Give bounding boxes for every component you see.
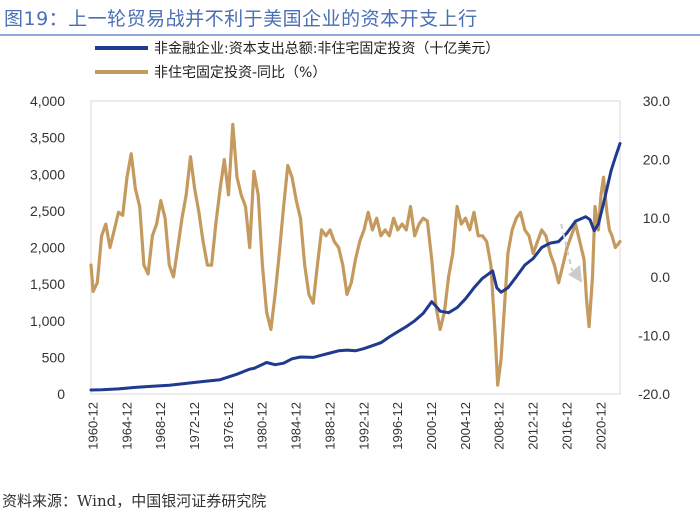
title-underline	[0, 34, 700, 36]
right-y-tick-label: -20.0	[638, 386, 670, 402]
x-tick-label: 1988-12	[322, 402, 337, 450]
left-y-tick-label: 500	[42, 349, 66, 365]
right-y-tick-label: -10.0	[638, 327, 670, 343]
x-tick-label: 1984-12	[289, 402, 304, 450]
right-y-tick-label: 20.0	[643, 152, 670, 168]
left-y-tick-label: 4,000	[30, 93, 65, 109]
legend-label: 非住宅固定投资-同比（%）	[154, 65, 326, 81]
x-tick-label: 1968-12	[153, 402, 168, 450]
source-note: 资料来源：Wind，中国银河证券研究院	[2, 492, 267, 510]
right-y-tick-label: 10.0	[643, 210, 670, 226]
plot-border	[90, 100, 621, 395]
x-tick-label: 2012-12	[526, 402, 541, 450]
series-layer	[89, 122, 622, 392]
right-y-tick-label: 0.0	[651, 269, 671, 285]
figure-title: 图19：上一轮贸易战并不利于美国企业的资本开支上行	[4, 8, 478, 30]
left-y-tick-label: 1,000	[30, 313, 65, 329]
left-y-tick-label: 2,000	[30, 240, 65, 256]
line-chart: 非金融企业:资本支出总额:非住宅固定投资（十亿美元）非住宅固定投资-同比（%） …	[30, 40, 670, 450]
trend-arrow-line	[560, 223, 574, 272]
left-y-tick-label: 2,500	[30, 203, 65, 219]
x-tick-label: 2016-12	[559, 402, 574, 450]
left-y-axis: 0 500 1,000 1,500 2,000 2,500 3,000 3,500 4,000	[30, 93, 65, 402]
x-tick-label: 1960-12	[85, 402, 100, 450]
x-tick-label: 1992-12	[356, 402, 371, 450]
x-tick-label: 2008-12	[492, 402, 507, 450]
x-tick-label: 1996-12	[390, 402, 405, 450]
plot-area	[90, 100, 621, 395]
x-tick-label: 2020-12	[593, 402, 608, 450]
x-tick-label: 2004-12	[458, 402, 473, 450]
x-tick-label: 1964-12	[119, 402, 134, 450]
capex-series-line	[89, 142, 622, 392]
chart-legend: 非金融企业:资本支出总额:非住宅固定投资（十亿美元） 非住宅固定投资-同比（%）	[95, 40, 499, 81]
x-tick-label: 1972-12	[187, 402, 202, 450]
yoy-series-line	[89, 122, 622, 387]
x-axis: 1960-12 1964-12 1968-12 1972-12 1976-12 1980-…	[85, 402, 608, 450]
right-y-tick-label: 30.0	[643, 93, 670, 109]
x-tick-label: 1976-12	[221, 402, 236, 450]
right-y-axis: -20.0 -10.0 0.0 10.0 20.0 30.0	[638, 93, 670, 402]
left-y-tick-label: 0	[57, 386, 65, 402]
x-tick-label: 1980-12	[255, 402, 270, 450]
trend-arrow-head	[568, 264, 583, 283]
left-y-tick-label: 3,000	[30, 166, 65, 182]
annotation-layer	[560, 223, 583, 283]
left-y-tick-label: 3,500	[30, 130, 65, 146]
legend-label: 非金融企业:资本支出总额:非住宅固定投资（十亿美元）	[154, 40, 499, 57]
left-y-tick-label: 1,500	[30, 276, 65, 292]
x-tick-label: 2000-12	[424, 402, 439, 450]
